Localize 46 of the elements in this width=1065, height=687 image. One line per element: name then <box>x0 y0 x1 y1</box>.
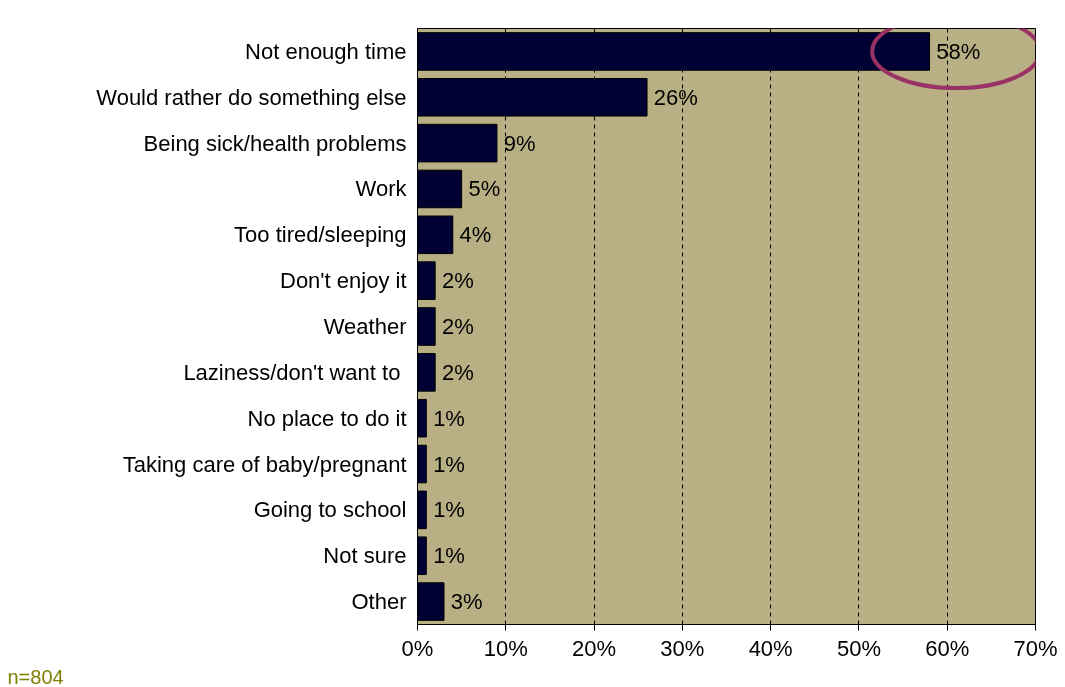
x-tick-label: 40% <box>748 635 793 661</box>
data-label: 2% <box>441 268 474 294</box>
x-tick-label: 60% <box>925 635 970 661</box>
bar <box>417 444 427 484</box>
y-tick-label: No place to do it <box>247 405 407 431</box>
data-label: 3% <box>450 589 483 615</box>
x-tick-label: 30% <box>660 635 705 661</box>
y-tick-label: Being sick/health problems <box>143 130 407 156</box>
y-tick-label: Not enough time <box>245 38 407 64</box>
y-tick-label: Weather <box>323 314 407 339</box>
bar <box>417 398 427 438</box>
data-label: 58% <box>936 38 981 64</box>
data-label: 1% <box>433 405 465 431</box>
data-label: 1% <box>433 451 465 477</box>
data-label: 2% <box>441 359 474 385</box>
y-tick-label: Don't enjoy it <box>280 268 407 294</box>
data-label: 1% <box>433 497 465 523</box>
data-label: 9% <box>503 130 536 156</box>
bar <box>417 169 463 209</box>
bar <box>417 307 436 346</box>
y-tick-label: Work <box>355 176 408 202</box>
bar <box>417 215 454 255</box>
bar <box>417 261 436 300</box>
x-tick-label: 10% <box>483 635 528 661</box>
data-label: 2% <box>441 314 474 339</box>
data-label: 1% <box>433 543 465 569</box>
bar <box>417 490 427 530</box>
x-tick-label: 20% <box>572 635 617 661</box>
x-tick-label: 0% <box>401 635 434 661</box>
x-tick-label: 70% <box>1013 635 1058 661</box>
data-label: 5% <box>468 176 501 202</box>
y-tick-label: Going to school <box>253 497 407 523</box>
bar <box>417 353 436 392</box>
bar <box>417 536 427 576</box>
y-tick-label: Too tired/sleeping <box>234 222 407 248</box>
bar <box>417 123 498 163</box>
data-label: 26% <box>653 84 698 110</box>
y-tick-label: Taking care of baby/pregnant <box>122 451 407 477</box>
x-tick-label: 50% <box>836 635 881 661</box>
bar <box>417 582 445 621</box>
data-label: 4% <box>459 222 492 248</box>
y-tick-label: Laziness/don't want to <box>183 359 401 385</box>
y-tick-label: Not sure <box>323 543 407 569</box>
y-tick-label: Would rather do something else <box>96 84 407 110</box>
text: n=804 <box>7 665 64 687</box>
y-tick-label: Other <box>351 589 407 615</box>
